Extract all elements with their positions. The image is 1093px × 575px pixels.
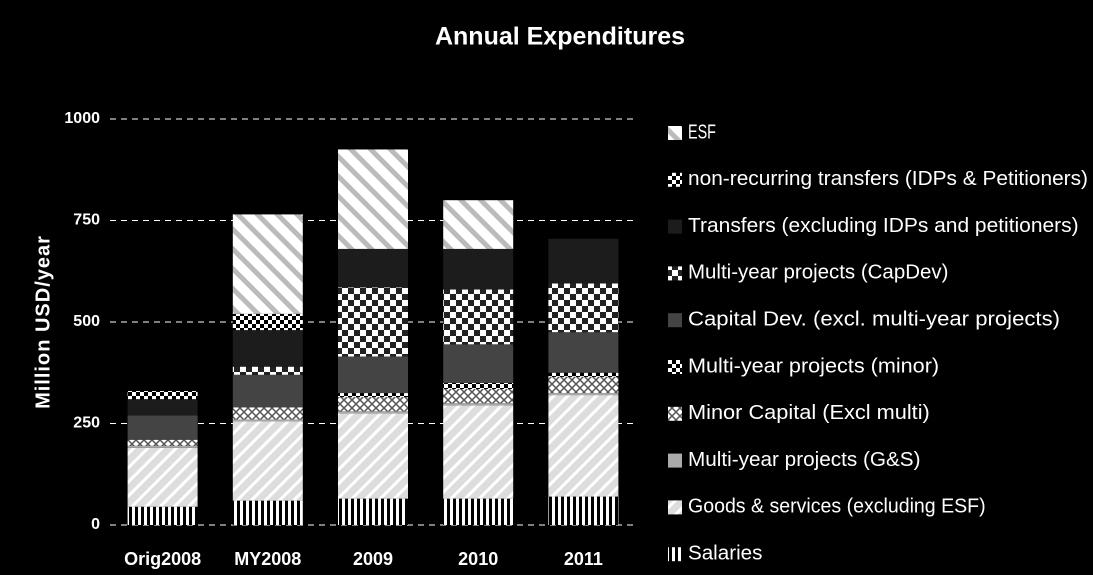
bar-segment [232,419,303,422]
x-tick-label: MY2008 [234,549,301,569]
legend-label: Multi-year projects (minor) [688,355,939,377]
bar-segment [548,376,619,394]
y-axis-label: Million USD/year [32,235,54,409]
legend-label: Multi-year projects (G&S) [688,449,921,471]
x-tick-label: Orig2008 [124,549,201,569]
legend-label: non-recurring transfers (IDPs & Petition… [688,168,1088,190]
legend-swatch [668,453,682,468]
legend-label: Multi-year projects (CapDev) [688,262,948,284]
legend-swatch [668,219,682,234]
bar-segment [548,332,619,373]
legend-swatch [668,500,682,515]
y-tick-label: 0 [91,516,100,533]
bar-segment [338,248,408,288]
legend-swatch [668,126,682,140]
bar-segment [443,382,514,389]
bar-segment [232,421,303,501]
bar-segment [443,248,514,290]
bar-segment [232,500,303,525]
bar-segment [443,403,514,406]
bar-segment [443,200,514,249]
legend-label: Transfers (excluding IDPs and petitioner… [688,215,1079,237]
bar-segment [127,399,198,416]
legend-label: ESF [688,121,716,143]
bar-segment [127,447,198,507]
bar-segment [443,388,514,404]
y-tick-label: 500 [73,313,100,330]
bar-segment [338,287,408,357]
chart-title: Annual Expenditures [435,23,685,51]
bar-segment [232,313,303,331]
bar-segment [548,283,619,333]
bar-segment [232,330,303,367]
bar-segment [127,506,198,525]
bar-segment [232,374,303,408]
bar-segment [548,372,619,377]
bar-segment [548,238,619,284]
bar-segment [127,445,198,448]
legend-swatch [668,360,682,374]
legend-swatch [668,406,682,421]
legend-label: Goods & services (excluding ESF) [688,496,986,518]
bar-segment [338,413,408,499]
y-tick-label: 1000 [64,110,100,127]
bar-segment [338,356,408,394]
legend-swatch [668,547,682,562]
x-tick-label: 2009 [353,549,393,569]
bar-segment [127,439,198,446]
legend-label: Minor Capital (Excl multi) [688,402,930,424]
bar-segment [338,149,408,249]
bar-segment [548,395,619,497]
bar-segment [443,405,514,499]
bar-segment [443,289,514,345]
bar-segment [338,393,408,398]
bar-segment [338,498,408,525]
legend-swatch [668,313,682,328]
x-tick-label: 2010 [458,549,498,569]
y-tick-label: 250 [73,415,100,432]
legend-label: Salaries [688,542,762,564]
legend-swatch [668,172,682,187]
bar-segment [232,366,303,375]
bar-segment [127,391,198,400]
bar-segment [548,496,619,525]
bar-segment [338,397,408,412]
x-tick-label: 2011 [564,549,603,569]
legend-swatch [668,266,682,281]
bar-segment [443,498,514,525]
bar-segment [127,415,198,440]
y-tick-label: 750 [73,212,100,229]
bar-segment [232,214,303,314]
legend-label: Capital Dev. (excl. multi-year projects) [688,308,1060,330]
bar-segment [548,393,619,396]
bar-segment [338,411,408,414]
bar-segment [232,407,303,420]
bar-segment [443,344,514,383]
